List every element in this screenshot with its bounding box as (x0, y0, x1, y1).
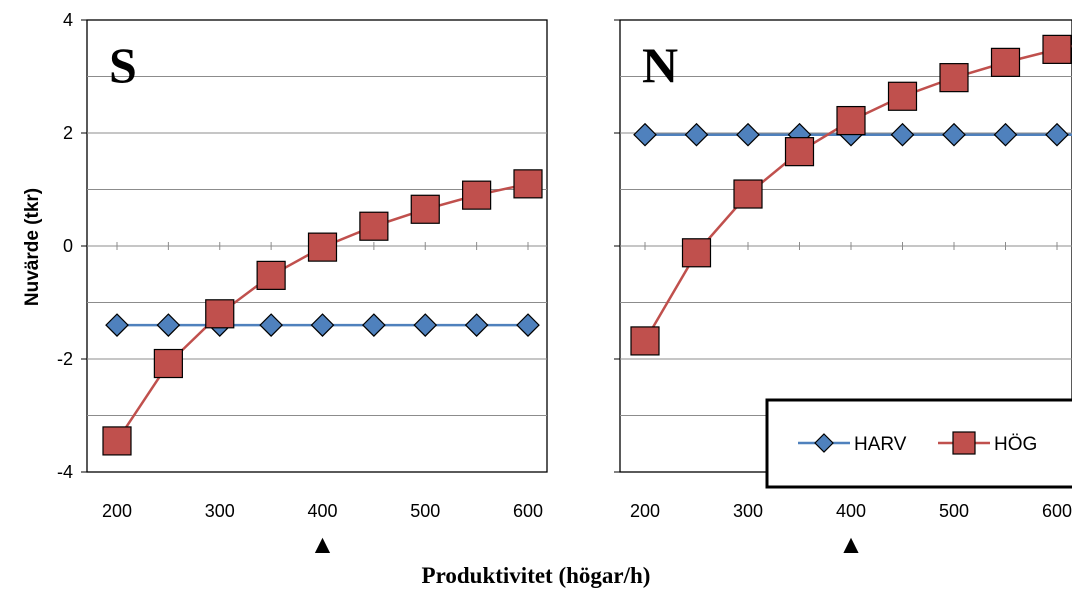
panel-s: 4 2 0 -2 -4 200 300 400 500 600 ▲ S (57, 10, 548, 559)
series-hög (102, 169, 543, 456)
data-point (362, 313, 386, 337)
data-point (462, 180, 492, 210)
data-point (684, 122, 709, 147)
data-point (993, 122, 1018, 147)
data-point (513, 169, 543, 199)
data-point (733, 179, 763, 209)
series-line (643, 44, 1072, 342)
y-tick-label: -4 (57, 462, 73, 482)
x-tick-label: 300 (205, 501, 235, 521)
data-point (784, 137, 815, 167)
data-point (256, 260, 286, 290)
x-tick-label: 200 (630, 501, 660, 521)
x-tick-label: 600 (513, 501, 543, 521)
legend: HARV HÖG (765, 398, 1072, 489)
data-point (1042, 34, 1072, 64)
legend-label: HÖG (994, 434, 1037, 455)
data-point (630, 326, 660, 356)
x-tick-label: 600 (1042, 501, 1072, 521)
x-tick-label: 500 (939, 501, 969, 521)
data-point (156, 313, 181, 337)
x-tick-label: 500 (410, 501, 440, 521)
y-axis-label: Nuvärde (tkr) (22, 188, 43, 306)
data-point (259, 313, 283, 337)
legend-marker (814, 433, 834, 453)
x-tick-label: 400 (307, 501, 337, 521)
data-point (153, 348, 183, 379)
data-point (990, 47, 1021, 77)
series-hög (630, 34, 1072, 356)
x-tick-label: 300 (733, 501, 763, 521)
series-harv (105, 313, 540, 337)
data-point (310, 313, 335, 337)
data-point (1045, 122, 1069, 147)
x-tick-label: 200 (102, 501, 132, 521)
data-point (102, 426, 132, 456)
reference-marker: ▲ (838, 529, 864, 559)
data-point (890, 122, 915, 147)
data-point (633, 122, 657, 147)
data-point (205, 299, 235, 329)
series-harv (633, 122, 1072, 147)
panel-n: 200 300 400 500 600 ▲ N HARV HÖG (614, 19, 1072, 559)
data-point (681, 238, 712, 268)
data-point (307, 232, 338, 262)
y-tick-label: 0 (63, 236, 73, 256)
y-tick-label: 4 (63, 10, 73, 30)
data-point (942, 122, 966, 147)
y-tick-label: 2 (63, 123, 73, 143)
data-point (105, 313, 129, 337)
x-axis-label: Produktivitet (högar/h) (422, 563, 651, 588)
legend-marker (952, 431, 976, 455)
reference-marker: ▲ (310, 529, 336, 559)
data-point (887, 81, 918, 111)
data-point (939, 63, 969, 93)
legend-label: HARV (854, 434, 907, 455)
data-point (359, 211, 389, 241)
data-point (413, 313, 438, 337)
y-tick-label: -2 (57, 349, 73, 369)
x-tick-label: 400 (836, 501, 866, 521)
data-point (410, 194, 440, 224)
data-point (836, 105, 866, 136)
data-point (516, 313, 540, 337)
data-point (464, 313, 489, 337)
data-point (736, 122, 760, 147)
panel-label: N (642, 37, 678, 93)
panel-label: S (109, 37, 137, 93)
